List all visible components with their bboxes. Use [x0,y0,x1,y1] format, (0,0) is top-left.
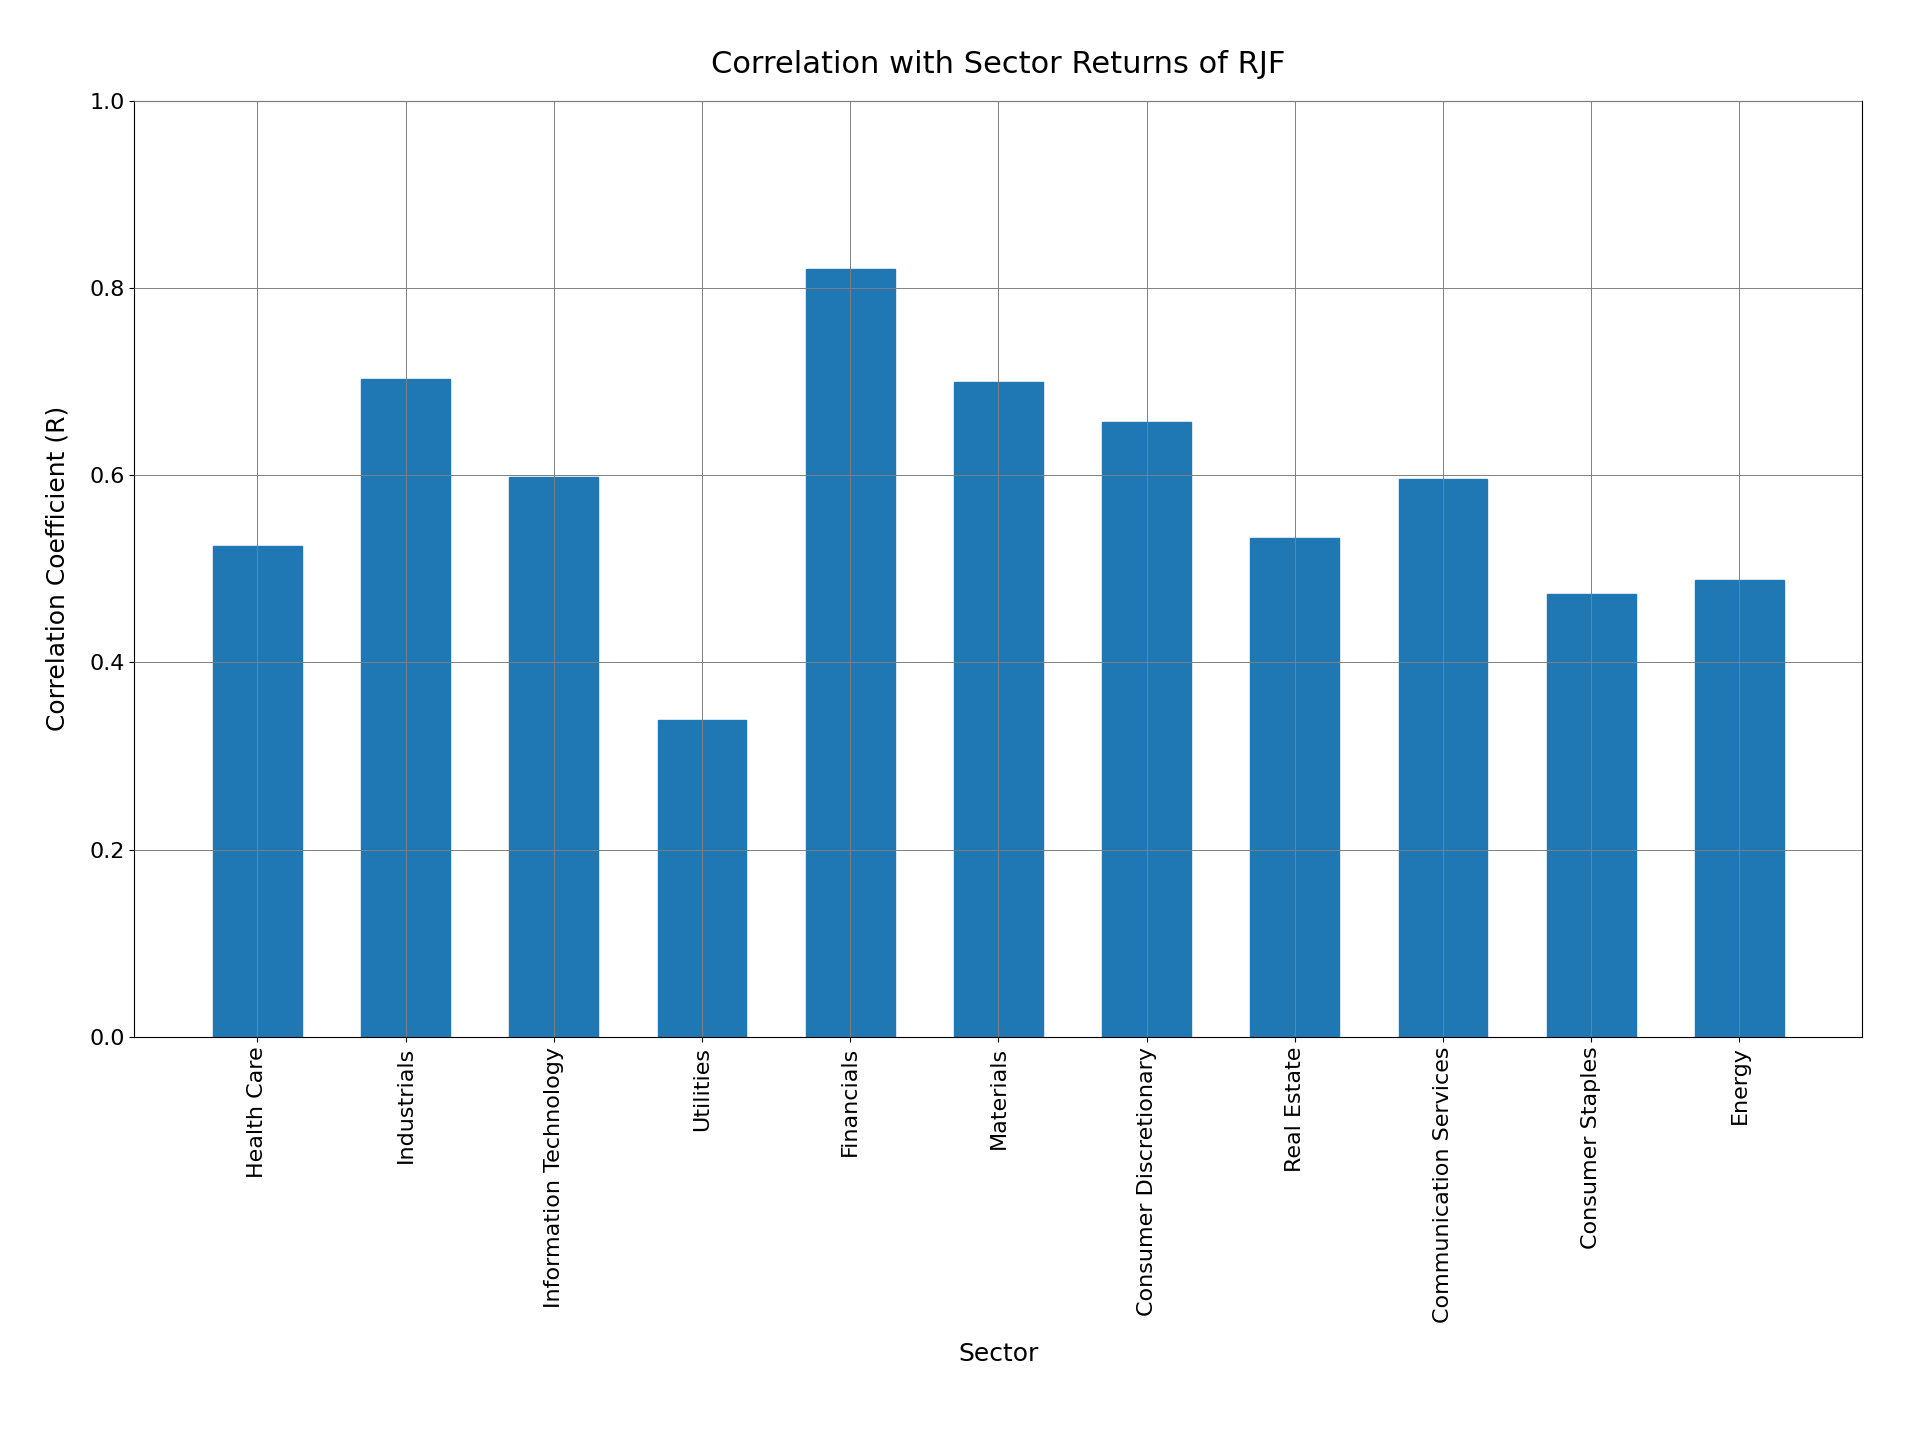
Bar [1398,480,1488,1037]
Bar [954,382,1043,1037]
Bar [657,720,747,1037]
Bar [1695,580,1784,1037]
Title: Correlation with Sector Returns of RJF: Correlation with Sector Returns of RJF [710,50,1286,79]
X-axis label: Sector: Sector [958,1342,1039,1367]
Y-axis label: Correlation Coefficient (R): Correlation Coefficient (R) [46,406,69,732]
Bar [1548,595,1636,1037]
Bar [509,477,599,1037]
Bar [361,379,449,1037]
Bar [1102,422,1190,1037]
Bar [806,269,895,1037]
Bar [1250,539,1340,1037]
Bar [213,546,301,1037]
